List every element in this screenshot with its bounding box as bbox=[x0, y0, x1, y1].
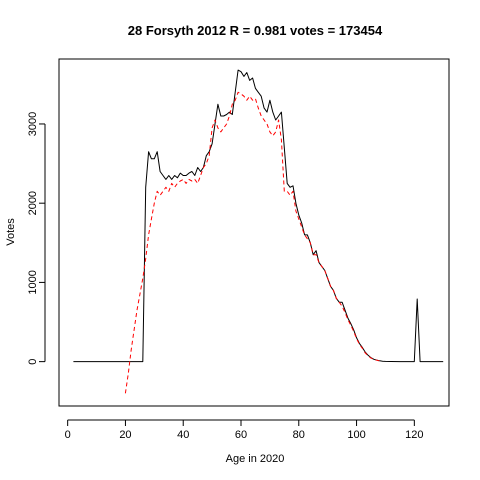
x-tick-label: 120 bbox=[405, 429, 423, 441]
x-tick-label: 0 bbox=[65, 429, 71, 441]
x-tick-label: 20 bbox=[119, 429, 131, 441]
y-tick-label: 0 bbox=[27, 359, 39, 365]
x-tick-label: 100 bbox=[347, 429, 365, 441]
y-axis: 0 1000 2000 3000 bbox=[27, 112, 46, 365]
y-tick-label: 3000 bbox=[27, 112, 39, 136]
y-tick-label: 2000 bbox=[27, 191, 39, 215]
chart-title: 28 Forsyth 2012 R = 0.981 votes = 173454 bbox=[128, 23, 383, 38]
x-tick-label: 40 bbox=[177, 429, 189, 441]
x-tick-label: 60 bbox=[235, 429, 247, 441]
x-tick-label: 80 bbox=[293, 429, 305, 441]
series-line-predicted bbox=[124, 91, 380, 394]
series-line-actual bbox=[73, 69, 444, 363]
series-layer bbox=[73, 69, 444, 394]
x-axis: 0 20 40 60 80 100 120 bbox=[65, 419, 424, 441]
plot-frame bbox=[58, 58, 450, 407]
y-axis-label: Votes bbox=[5, 218, 17, 246]
y-tick-label: 1000 bbox=[27, 270, 39, 294]
x-axis-label: Age in 2020 bbox=[226, 453, 285, 465]
